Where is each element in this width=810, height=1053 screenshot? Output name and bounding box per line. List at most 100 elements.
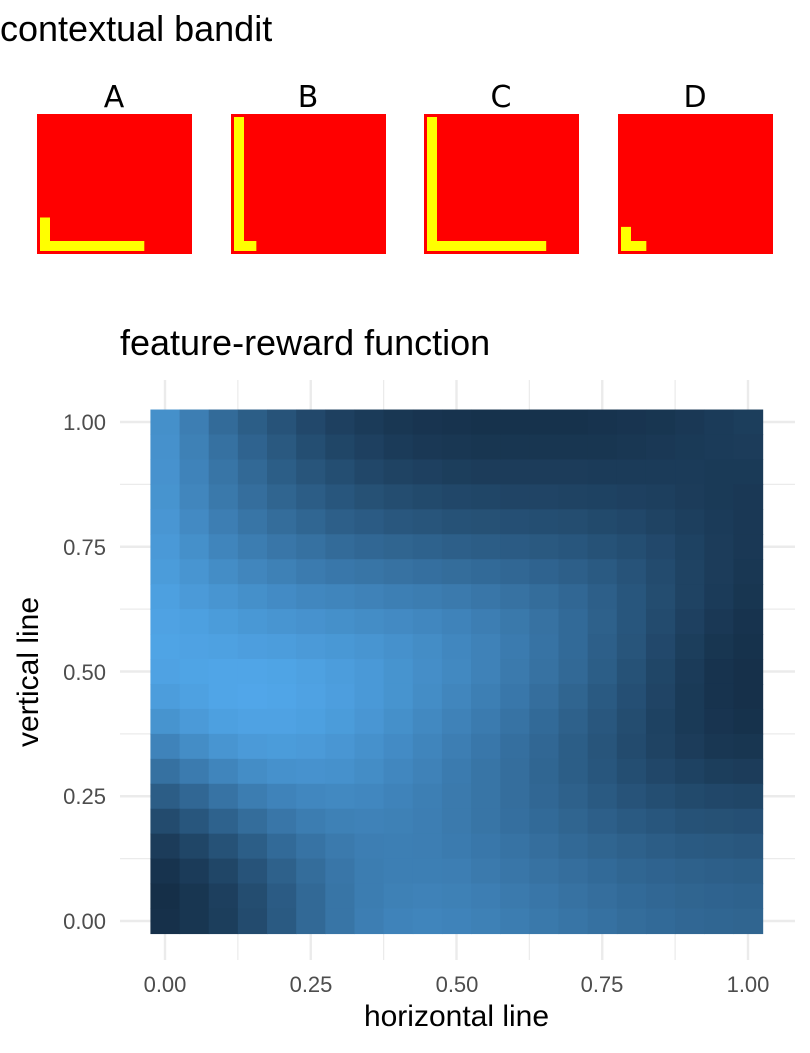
heatmap-cell [383, 559, 414, 585]
heatmap-cell [675, 733, 705, 760]
heatmap-cell [441, 509, 472, 535]
heatmap-cell [616, 434, 647, 461]
heatmap-cell [645, 609, 676, 635]
heatmap-cell [616, 659, 647, 685]
heatmap-cell [733, 584, 764, 610]
heatmap-cell [267, 683, 297, 710]
heatmap-cell [267, 534, 297, 560]
heatmap-cell [354, 484, 385, 510]
heatmap-cell [179, 808, 210, 835]
heatmap-cell [558, 584, 589, 610]
heatmap-cell [325, 559, 356, 585]
heatmap-cell [529, 584, 560, 610]
heatmap-cell [267, 783, 297, 810]
heatmap-cell [616, 534, 647, 560]
heatmap-cell [150, 609, 181, 635]
heatmap-cell [383, 534, 414, 560]
heatmap-cell [645, 409, 676, 436]
heatmap-cell [441, 883, 472, 910]
heatmap-cell [733, 409, 764, 436]
heatmap-cell [529, 609, 560, 635]
heatmap-cell [354, 534, 385, 560]
heatmap-cell [325, 584, 356, 610]
heatmap-cell [383, 609, 414, 635]
heatmap-cell [587, 559, 618, 585]
heatmap-cell [441, 833, 472, 860]
heatmap-cell [179, 683, 210, 710]
heatmap-cell [325, 683, 356, 710]
heatmap-cell [325, 733, 356, 760]
heatmap-cell [529, 908, 560, 935]
heatmap-cell [616, 509, 647, 535]
heatmap-cell [704, 758, 735, 785]
heatmap-cell [354, 733, 385, 760]
heatmap-cell [325, 459, 356, 485]
heatmap-cell [675, 783, 705, 810]
heatmap-cell [354, 808, 385, 835]
heatmap-cell [675, 509, 705, 535]
heatmap-cell [412, 733, 443, 760]
heatmap-cell [704, 783, 735, 810]
heatmap-cell [150, 484, 181, 510]
heatmap-cell [325, 609, 356, 635]
heatmap-cell [587, 708, 618, 735]
heatmap-cell [237, 559, 268, 585]
heatmap-cell [558, 858, 589, 885]
heatmap-cell [558, 559, 589, 585]
heatmap-cell [471, 409, 501, 436]
heatmap-cell [500, 434, 530, 461]
heatmap-cell [675, 758, 705, 785]
heatmap-cell [471, 534, 501, 560]
heatmap-cell [558, 733, 589, 760]
heatmap-cell [587, 584, 618, 610]
heatmap-cell [558, 659, 589, 685]
heatmap-cell [208, 434, 239, 461]
heatmap-cell [704, 509, 735, 535]
heatmap-cell [325, 434, 356, 461]
heatmap-cell [675, 484, 705, 510]
heatmap-cell [587, 534, 618, 560]
heatmap-cell [325, 858, 356, 885]
x-tick-label: 1.00 [726, 972, 770, 997]
heatmap-cell [412, 484, 443, 510]
panel-horizontal-bar [427, 241, 547, 251]
heatmap-cell [383, 484, 414, 510]
heatmap-cell [179, 609, 210, 635]
heatmap-cell [237, 509, 268, 535]
heatmap-cell [383, 783, 414, 810]
heatmap-cell [471, 858, 501, 885]
heatmap-cell [412, 509, 443, 535]
heatmap-cell [354, 758, 385, 785]
heatmap-cell [208, 908, 239, 935]
heatmap-cell [733, 434, 764, 461]
heatmap-cell [296, 459, 326, 485]
heatmap-cell [237, 659, 268, 685]
x-tick-label: 0.25 [289, 972, 333, 997]
heatmap-cell [150, 659, 181, 685]
y-tick-label: 0.50 [63, 660, 106, 685]
heatmap-cell [383, 908, 414, 935]
heatmap-cell [179, 534, 210, 560]
heatmap-cell [500, 733, 530, 760]
heatmap-cell [208, 808, 239, 835]
heatmap-cell [558, 708, 589, 735]
heatmap-cell [529, 559, 560, 585]
heatmap-cell [500, 459, 530, 485]
heatmap-cell [733, 708, 764, 735]
heatmap-cell [296, 409, 326, 436]
heatmap-cell [208, 783, 239, 810]
heatmap-cell [267, 609, 297, 635]
heatmap-cell [471, 758, 501, 785]
heatmap-cell [383, 409, 414, 436]
heatmap-cell [208, 634, 239, 660]
heatmap-cell [733, 883, 764, 910]
heatmap-cell [208, 659, 239, 685]
heatmap-cell [675, 808, 705, 835]
heatmap-cell [325, 783, 356, 810]
heatmap-cell [208, 584, 239, 610]
y-axis-label: vertical line [12, 596, 45, 748]
heatmap-cell [383, 509, 414, 535]
panel-vertical-bar [40, 217, 50, 251]
heatmap-cell [529, 833, 560, 860]
heatmap-cell [237, 459, 268, 485]
